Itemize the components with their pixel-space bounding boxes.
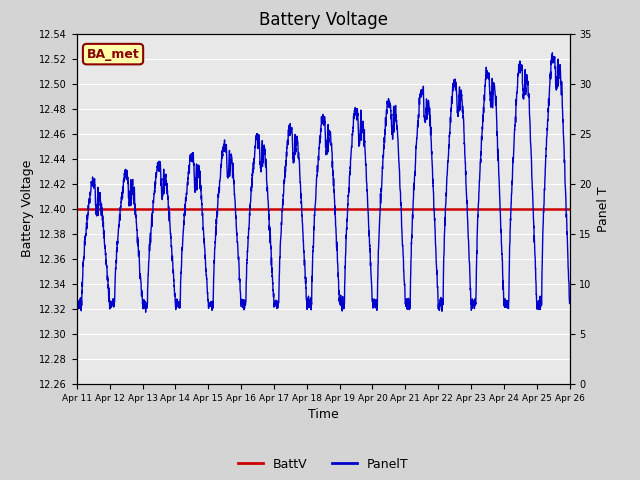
Text: BA_met: BA_met [86,48,140,60]
X-axis label: Time: Time [308,408,339,421]
Legend: BattV, PanelT: BattV, PanelT [232,453,414,476]
Y-axis label: Panel T: Panel T [597,186,611,232]
Title: Battery Voltage: Battery Voltage [259,11,388,29]
Y-axis label: Battery Voltage: Battery Voltage [20,160,34,257]
